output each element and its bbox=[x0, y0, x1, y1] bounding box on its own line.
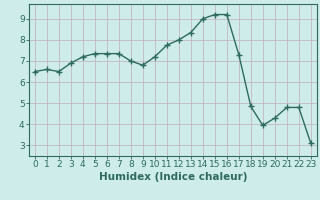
X-axis label: Humidex (Indice chaleur): Humidex (Indice chaleur) bbox=[99, 172, 247, 182]
